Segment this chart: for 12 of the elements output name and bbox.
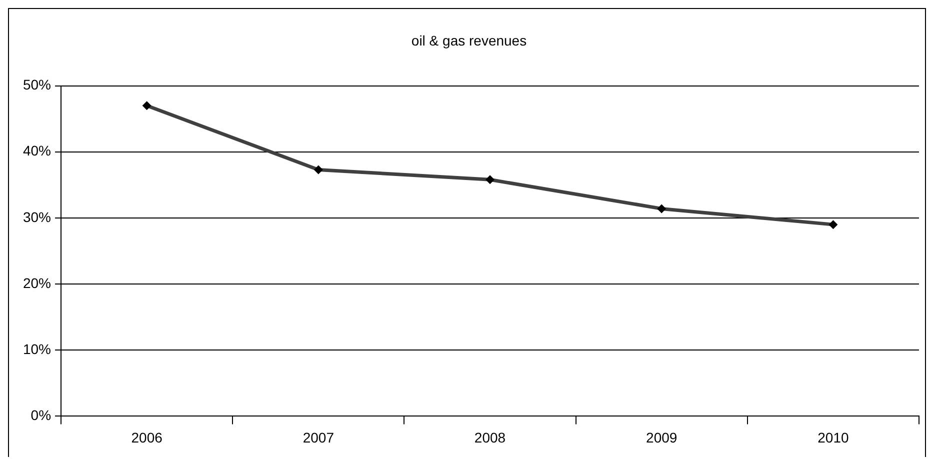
chart-title: oil & gas revenues	[411, 32, 527, 48]
x-tick-label: 2008	[474, 429, 506, 446]
y-tick-label: 20%	[22, 274, 52, 291]
y-tick-label: 40%	[22, 142, 52, 159]
y-tick-label: 10%	[22, 340, 52, 357]
x-tick-label: 2006	[131, 429, 163, 446]
y-tick-label: 50%	[22, 76, 52, 93]
x-tick-label: 2009	[646, 429, 678, 446]
x-tick-label: 2010	[818, 429, 849, 446]
x-tick-label: 2007	[302, 429, 334, 446]
y-tick-label: 30%	[22, 208, 52, 225]
y-tick-label: 0%	[30, 407, 52, 424]
